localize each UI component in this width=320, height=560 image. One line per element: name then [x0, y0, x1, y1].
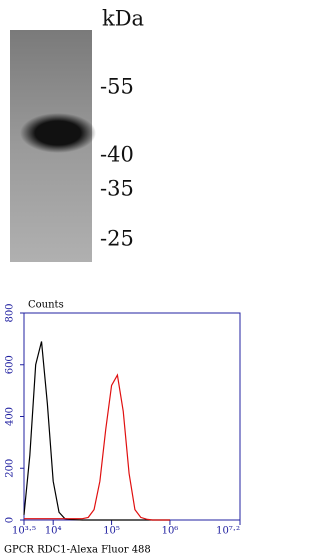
marker: -55 — [100, 75, 134, 99]
y-tick-label: 200 — [5, 459, 16, 478]
x-tick-label: 10³·⁵ — [12, 526, 36, 537]
y-tick-label: 800 — [5, 303, 16, 322]
x-tick-label: 10⁷·² — [216, 526, 240, 537]
marker: -40 — [100, 143, 134, 167]
y-tick-label: 400 — [5, 407, 16, 426]
figure: kDa -55 -40 -35 -25 Counts GPCR RDC1-Ale… — [0, 0, 246, 560]
series-line — [24, 375, 170, 520]
band — [20, 113, 96, 153]
x-tick-label: 10⁴ — [45, 526, 62, 537]
x-label: GPCR RDC1-Alexa Fluor 488 — [4, 545, 151, 556]
y-tick-label: 0 — [5, 517, 16, 523]
y-label: Counts — [28, 300, 64, 311]
x-tick-label: 10⁶ — [162, 526, 179, 537]
marker: -25 — [100, 227, 134, 251]
marker: -35 — [100, 177, 134, 201]
y-tick-label: 600 — [5, 355, 16, 374]
x-tick-label: 10⁵ — [103, 526, 120, 537]
unit-label: kDa — [102, 7, 144, 31]
